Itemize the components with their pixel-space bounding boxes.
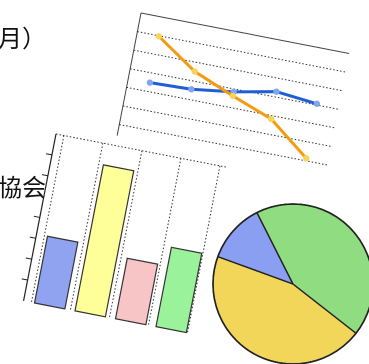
- line-series-2-point: [267, 115, 275, 123]
- bar-chart-y-tick: [21, 278, 28, 281]
- bar-4: [155, 246, 203, 334]
- clipped-caption-line-1: 月）: [0, 25, 46, 53]
- bar-chart-gridline: [108, 150, 143, 318]
- bar-chart-y-tick: [33, 215, 40, 218]
- bar-chart-y-tick: [37, 194, 44, 198]
- bar-chart-y-tick: [25, 257, 32, 260]
- bar-1: [33, 235, 79, 310]
- pie-chart: [212, 203, 369, 364]
- line-chart-gridline: [119, 124, 328, 166]
- bar-2: [74, 164, 135, 318]
- line-chart-gridline: [137, 31, 346, 73]
- line-chart-gridline: [126, 86, 335, 129]
- line-series-2-point: [191, 68, 199, 75]
- bar-chart-y-tick: [45, 153, 53, 156]
- bar-chart-y-tick: [29, 236, 36, 239]
- line-series-2-point: [155, 33, 163, 40]
- line-series-1-point: [146, 79, 154, 86]
- line-series-1-point: [313, 100, 321, 107]
- line-series-2-point: [303, 155, 310, 162]
- line-chart-top-edge: [140, 12, 350, 54]
- line-series-1-point: [273, 88, 280, 95]
- line-chart-gridline: [122, 105, 332, 147]
- bar-chart-gridline: [147, 158, 182, 326]
- line-chart: [116, 12, 350, 177]
- line-series-1-point: [188, 86, 195, 93]
- bar-chart-top-edge: [55, 133, 228, 168]
- bar-chart-gridline: [69, 143, 104, 311]
- line-series-2-point: [229, 92, 237, 100]
- bar-chart-y-tick: [41, 174, 48, 177]
- bar-3: [114, 257, 159, 326]
- bar-chart-gridline: [187, 165, 221, 333]
- pie-outline: [212, 203, 369, 364]
- line-chart-gridline: [133, 49, 342, 92]
- bar-chart: [21, 133, 228, 335]
- line-chart-y-axis: [116, 12, 142, 136]
- bar-chart-gridline: [30, 135, 65, 303]
